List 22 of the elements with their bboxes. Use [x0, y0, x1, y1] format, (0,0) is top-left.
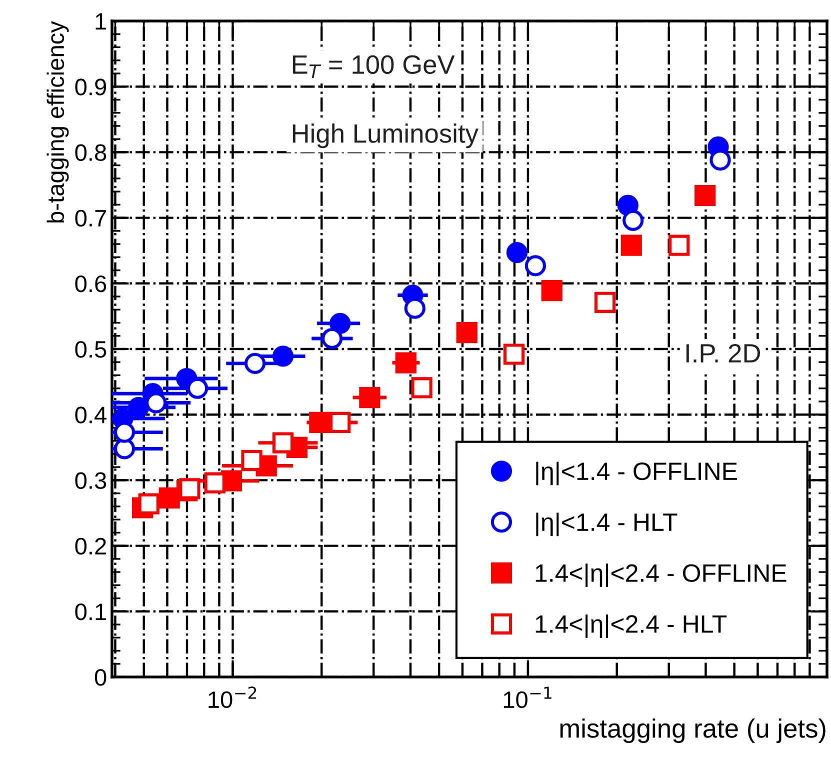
legend-label: |η|<1.4 - HLT — [536, 512, 678, 536]
legend-label: 1.4<|η|<2.4 - HLT — [536, 614, 727, 638]
legend-label: |η|<1.4 - OFFLINE — [536, 462, 737, 486]
y-axis-title: b-tagging efficiency — [46, 21, 69, 222]
x-axis-title: mistagging rate (u jets) — [560, 718, 826, 744]
y-tick-label: 0.8 — [75, 144, 106, 161]
y-tick-label: 0.6 — [75, 275, 106, 292]
y-tick-label: 0.9 — [75, 78, 106, 96]
x-tick-label: 10$^{−2}$ — [208, 686, 256, 708]
annotation: High Luminosity — [292, 124, 478, 148]
y-tick-label: 0.5 — [75, 341, 106, 358]
y-tick-label: 0.7 — [75, 210, 106, 227]
y-tick-label: 0 — [94, 669, 106, 686]
annotation: E$_{T}$ = 100 GeV — [292, 55, 455, 78]
y-tick-label: 0.3 — [75, 472, 106, 489]
annotation: I.P. 2D — [686, 344, 760, 362]
y-tick-label: 0.2 — [75, 538, 106, 555]
y-tick-label: 1 — [96, 13, 106, 30]
y-tick-label: 0.1 — [75, 603, 106, 620]
x-tick-label: 10$^{−1}$ — [504, 686, 552, 708]
legend-label: 1.4<|η|<2.4 - OFFLINE — [536, 564, 786, 588]
y-tick-label: 0.4 — [75, 406, 106, 424]
